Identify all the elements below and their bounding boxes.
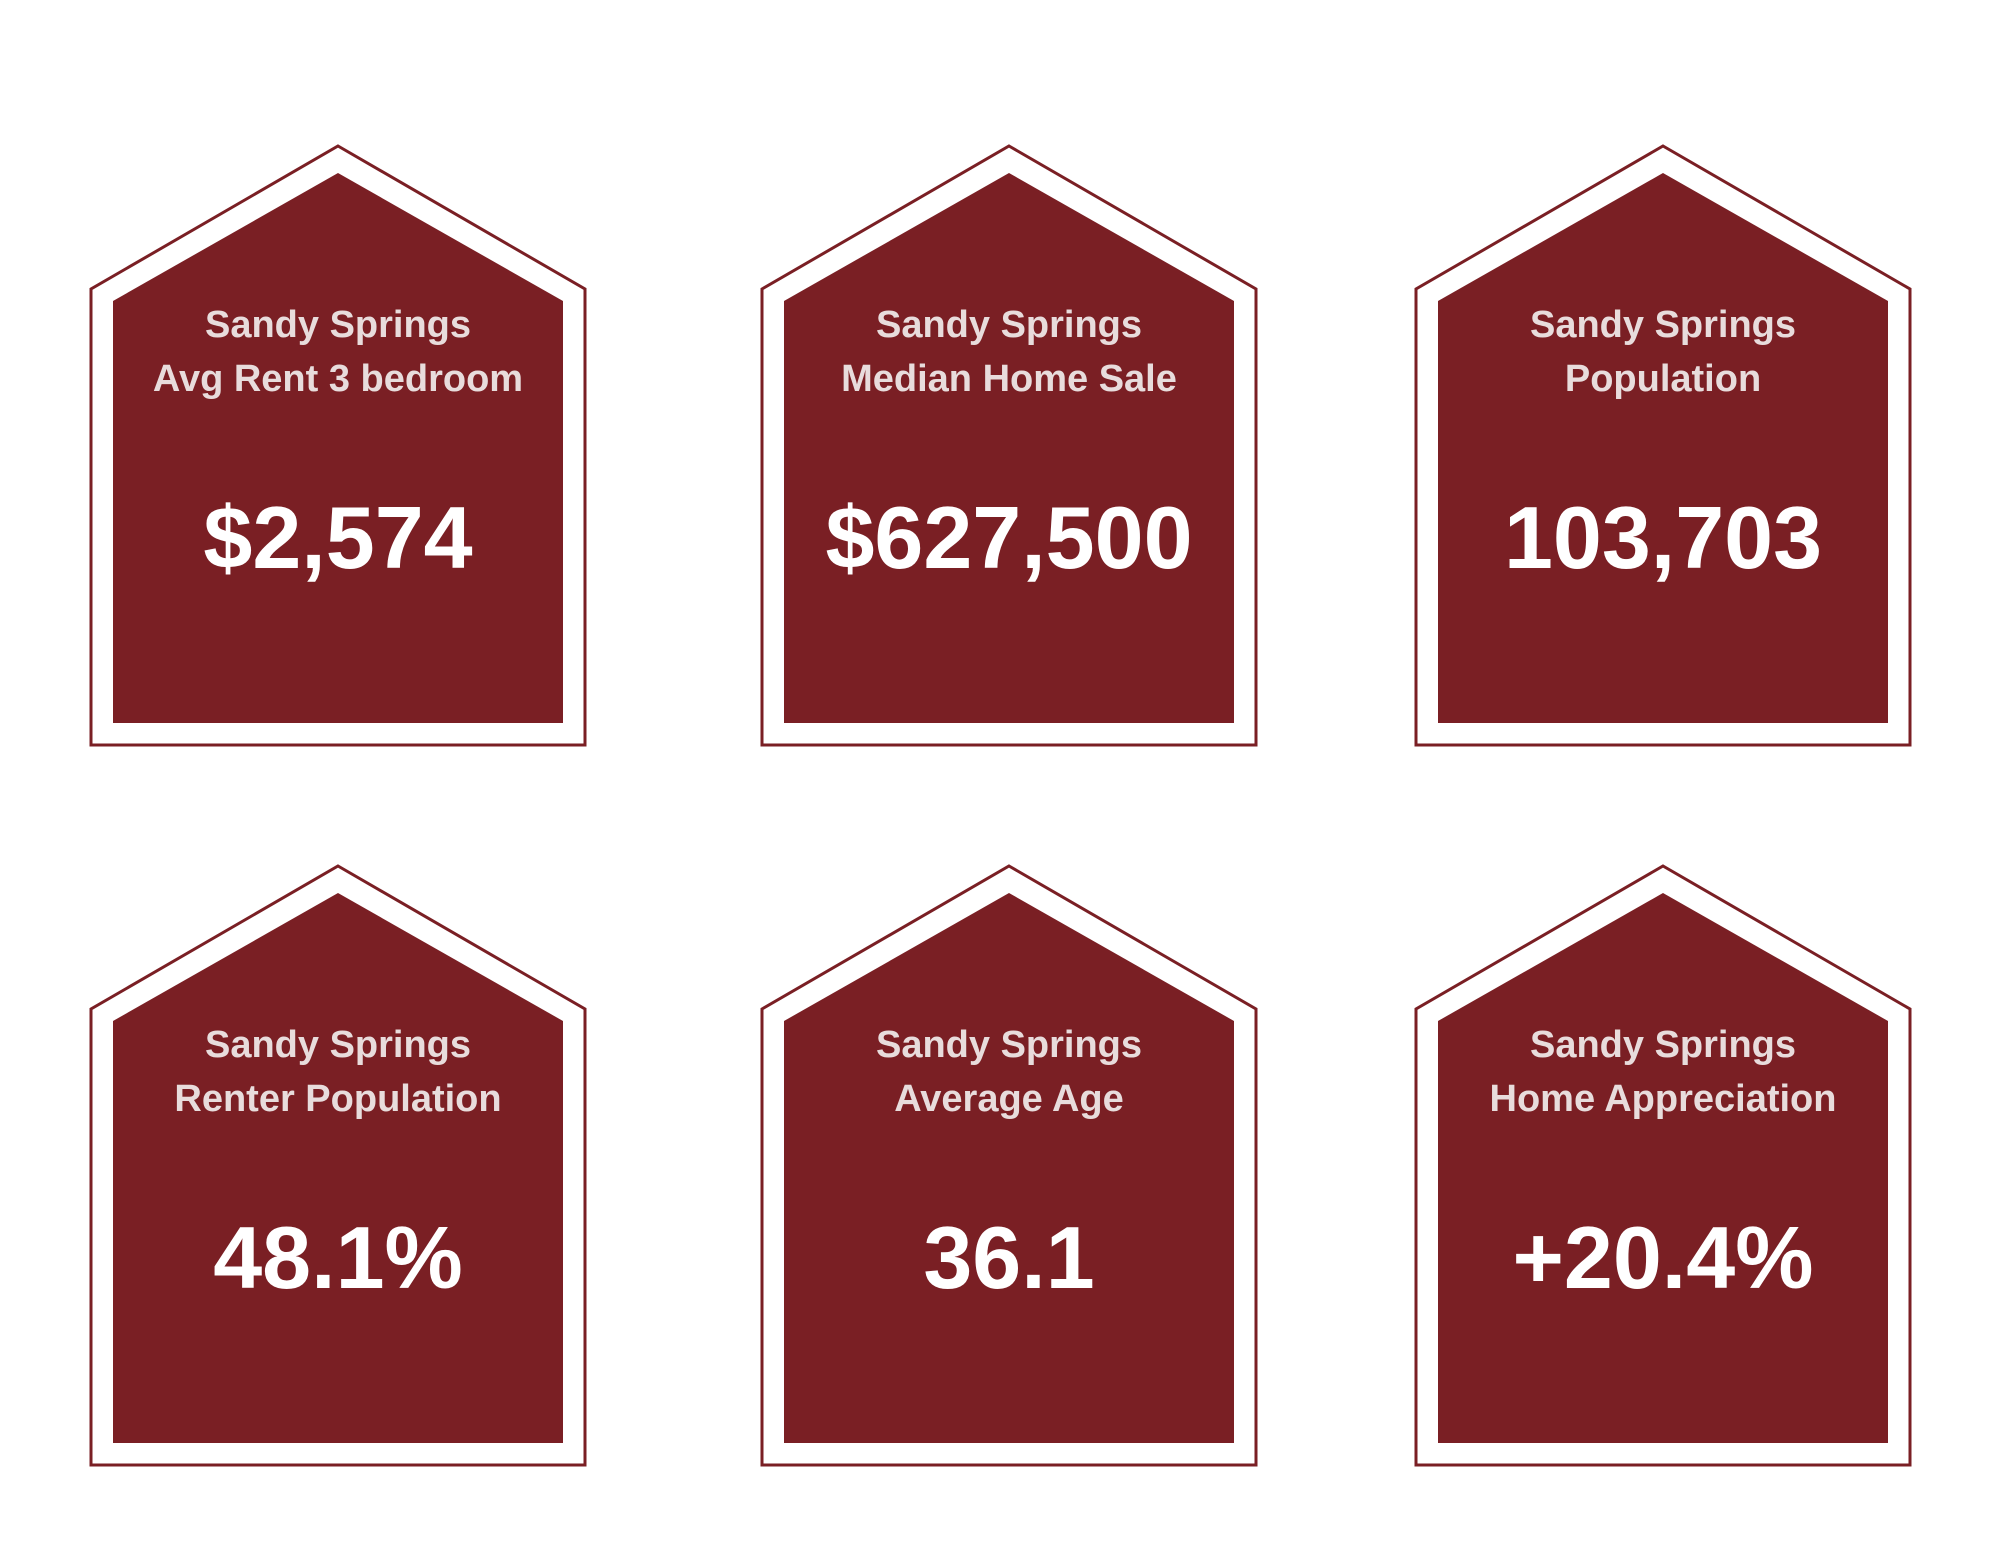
stat-value: $2,574 <box>203 488 473 587</box>
stat-tile-median-home-sale: Sandy Springs Median Home Sale $627,500 <box>759 143 1259 747</box>
house-shape-icon <box>1414 864 1912 1467</box>
stat-label: Sandy Springs Median Home Sale <box>779 298 1239 406</box>
stat-label: Sandy Springs Avg Rent 3 bedroom <box>108 298 568 406</box>
stat-label-city: Sandy Springs <box>1529 1024 1797 1066</box>
stat-value: 48.1% <box>213 1208 463 1307</box>
stat-label-metric: Avg Rent 3 bedroom <box>152 358 524 400</box>
stat-tile-population: Sandy Springs Population 103,703 <box>1413 143 1913 747</box>
house-shape-icon <box>1414 144 1912 747</box>
stat-label-city: Sandy Springs <box>204 304 472 346</box>
stat-label-metric: Renter Population <box>174 1078 502 1120</box>
stat-label-metric: Home Appreciation <box>1489 1078 1837 1120</box>
stat-label-city: Sandy Springs <box>204 1024 472 1066</box>
house-shape-icon <box>760 144 1258 747</box>
stat-label: Sandy Springs Average Age <box>779 1018 1239 1126</box>
stat-tile-avg-rent: Sandy Springs Avg Rent 3 bedroom $2,574 <box>88 143 588 747</box>
stat-label-city: Sandy Springs <box>875 1024 1143 1066</box>
stat-label: Sandy Springs Population <box>1433 298 1893 406</box>
house-shape-icon <box>89 144 587 747</box>
stat-value: $627,500 <box>825 488 1193 587</box>
house-shape-icon <box>89 864 587 1467</box>
stat-tile-home-appreciation: Sandy Springs Home Appreciation +20.4% <box>1413 863 1913 1467</box>
stat-label: Sandy Springs Home Appreciation <box>1433 1018 1893 1126</box>
stat-value: +20.4% <box>1512 1208 1814 1307</box>
stat-tile-average-age: Sandy Springs Average Age 36.1 <box>759 863 1259 1467</box>
stat-label: Sandy Springs Renter Population <box>108 1018 568 1126</box>
stat-label-city: Sandy Springs <box>875 304 1143 346</box>
stat-tile-renter-population: Sandy Springs Renter Population 48.1% <box>88 863 588 1467</box>
stat-label-city: Sandy Springs <box>1529 304 1797 346</box>
stat-label-metric: Average Age <box>894 1078 1124 1120</box>
stat-value: 103,703 <box>1503 488 1823 587</box>
stat-value: 36.1 <box>923 1208 1095 1307</box>
stat-label-metric: Median Home Sale <box>841 358 1177 400</box>
house-shape-icon <box>760 864 1258 1467</box>
stat-label-metric: Population <box>1564 358 1762 400</box>
